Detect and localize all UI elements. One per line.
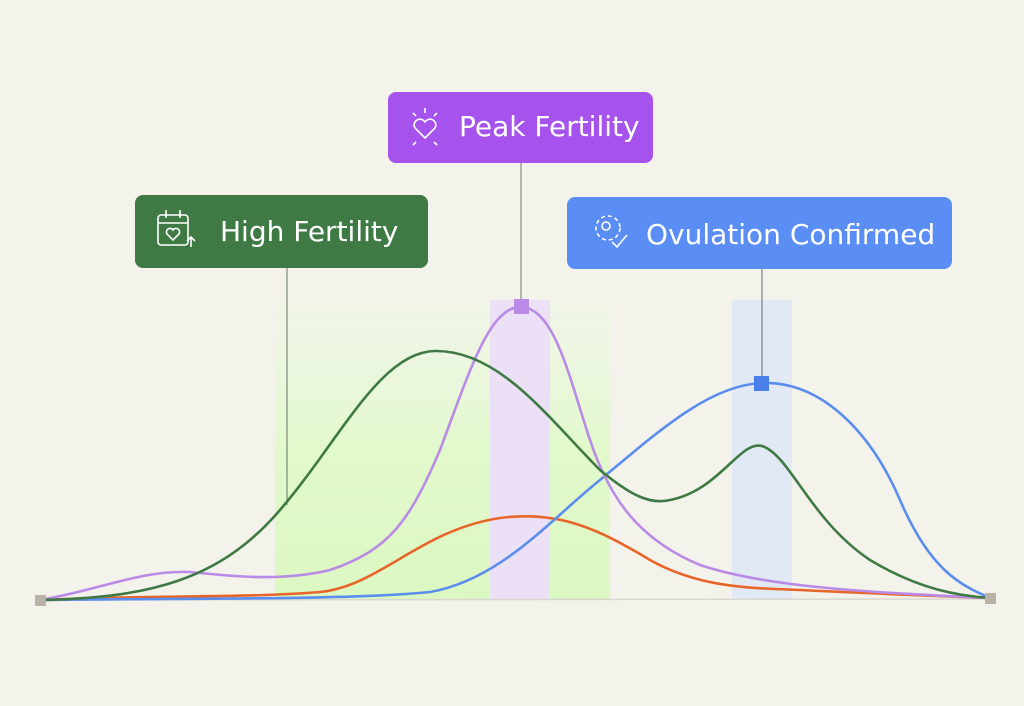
curve — [38, 349, 992, 602]
callout-box — [135, 195, 428, 268]
curve — [38, 305, 992, 602]
marker — [985, 593, 996, 604]
curve — [38, 381, 992, 602]
peak-band — [490, 300, 550, 600]
callout: High Fertility — [135, 195, 428, 268]
marker — [514, 299, 529, 314]
calendar-icon — [157, 210, 196, 247]
callout-label: Ovulation Confirmed — [646, 218, 935, 251]
callout: Ovulation Confirmed — [567, 197, 952, 269]
callout-label: Peak Fertility — [459, 110, 640, 143]
callout: Peak Fertility — [388, 92, 653, 163]
callout-label: High Fertility — [220, 215, 398, 248]
ovulation-icon — [595, 215, 628, 249]
marker — [35, 595, 46, 606]
callout-box — [567, 197, 952, 269]
marker — [754, 376, 769, 391]
curve — [38, 514, 992, 602]
callout-box — [388, 92, 653, 163]
heart-icon — [412, 108, 438, 146]
